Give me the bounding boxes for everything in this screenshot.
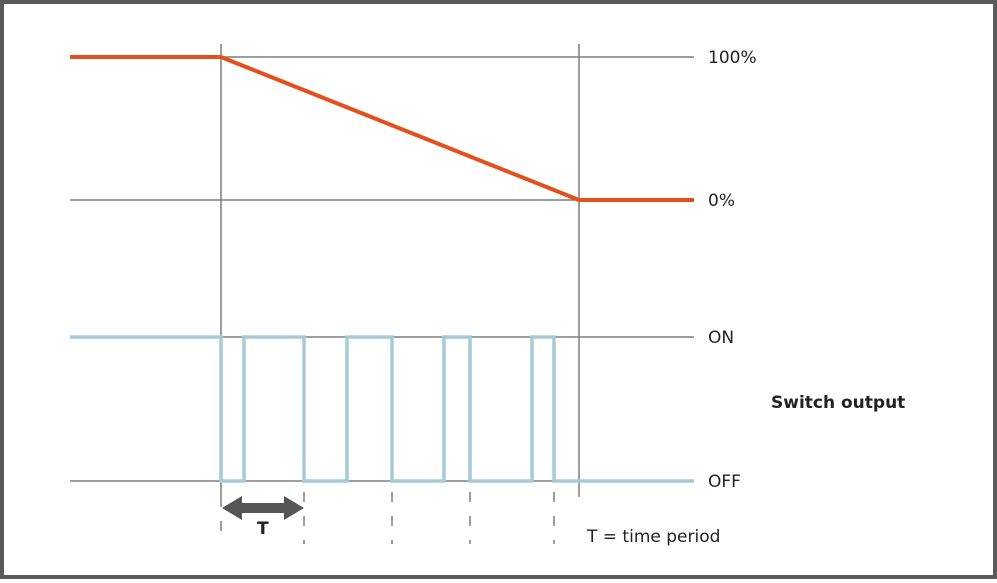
- label-100-percent: 100%: [708, 48, 757, 68]
- label-switch-output: Switch output: [771, 393, 905, 413]
- label-period-legend: T = time period: [586, 527, 720, 547]
- label-0-percent: 0%: [708, 191, 735, 211]
- period-arrow-right-head: [284, 496, 304, 520]
- period-arrow: [222, 496, 304, 520]
- switch-output-signal: [70, 335, 694, 483]
- ramp-line: [70, 55, 694, 202]
- period-markers: [220, 492, 555, 544]
- label-period-symbol: T: [257, 519, 269, 539]
- label-on: ON: [708, 328, 734, 348]
- pwm-diagram: 100% 0% ON OFF Switch output T T = time …: [70, 44, 905, 547]
- period-arrow-shaft: [236, 503, 289, 513]
- period-arrow-left-head: [222, 496, 242, 520]
- label-off: OFF: [708, 472, 741, 492]
